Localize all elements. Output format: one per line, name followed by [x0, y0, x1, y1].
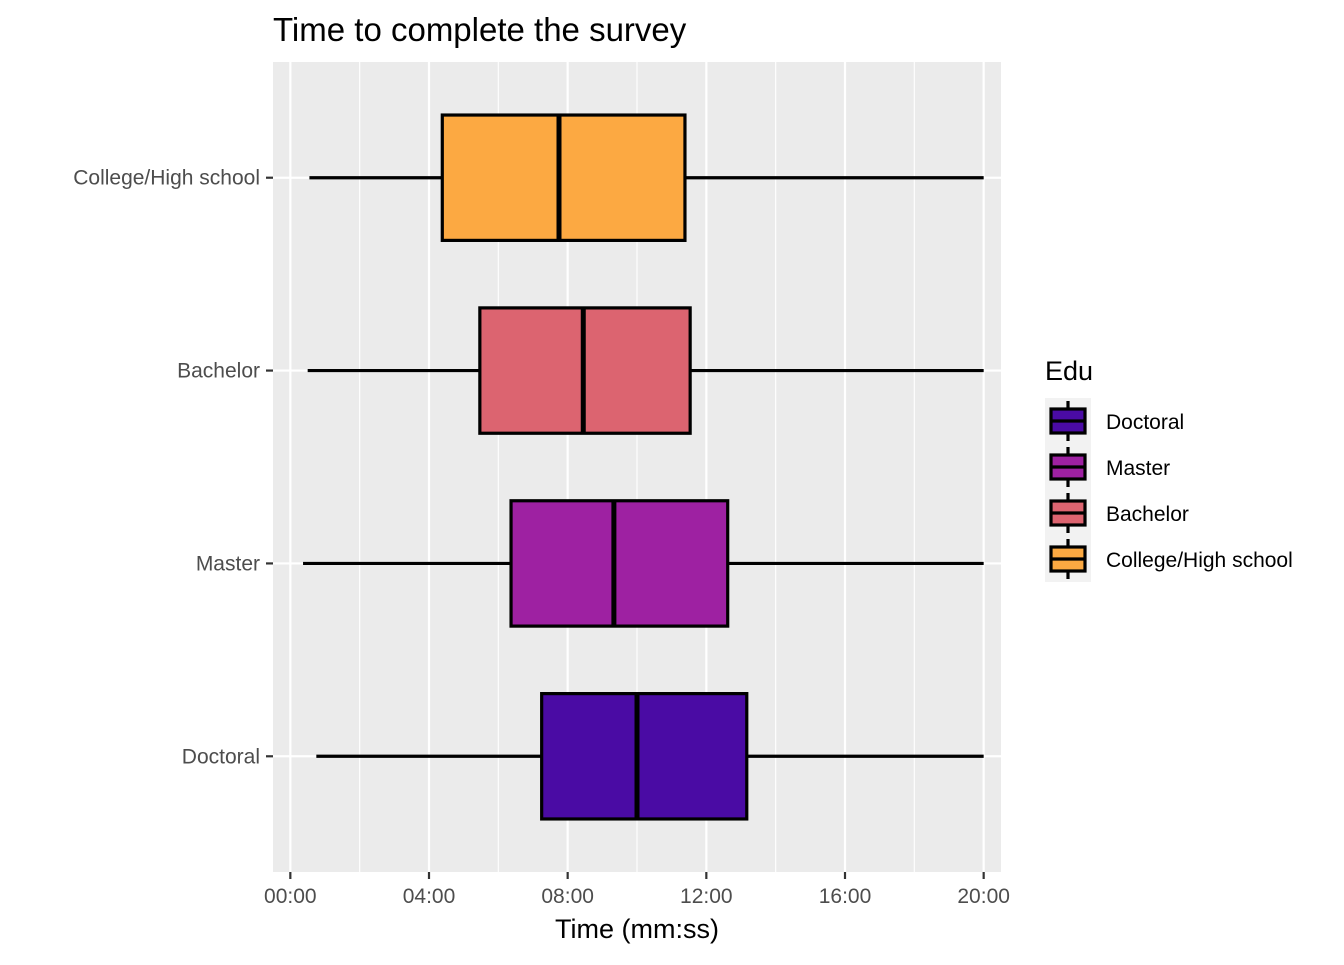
legend-label: Doctoral [1106, 411, 1184, 434]
x-tick-label: 00:00 [264, 885, 317, 908]
x-tick-label: 20:00 [957, 885, 1010, 908]
legend-label: Bachelor [1106, 503, 1189, 526]
x-tick-label: 08:00 [541, 885, 594, 908]
box-group-master [303, 499, 984, 628]
legend-label: Master [1106, 457, 1170, 480]
legend-title: Edu [1045, 356, 1093, 386]
y-tick-label: Doctoral [182, 745, 260, 768]
x-tick-label: 04:00 [403, 885, 456, 908]
legend-item: Master [1045, 444, 1170, 490]
legend-item: College/High school [1045, 536, 1293, 582]
x-tick-label: 16:00 [819, 885, 872, 908]
legend-item: Bachelor [1045, 490, 1189, 536]
box-layer [303, 113, 984, 821]
box-group-doctoral [316, 692, 984, 821]
legend-label: College/High school [1106, 549, 1293, 572]
axis-layer: Doctoral Master Bachelor College/High schoo… [73, 167, 1010, 908]
box-iqr [540, 692, 749, 821]
legend-item: Doctoral [1045, 398, 1184, 444]
box-group-bachelor [307, 306, 984, 435]
legend: Edu Doctoral Master Bachelor College/High s… [1045, 356, 1293, 582]
box-group-college-high-school [309, 113, 984, 242]
y-tick-label: Bachelor [177, 360, 260, 383]
x-axis-title: Time (mm:ss) [555, 914, 719, 944]
y-tick-label: College/High school [73, 167, 260, 190]
y-tick-label: Master [196, 552, 260, 575]
box-iqr [440, 113, 687, 242]
x-tick-label: 12:00 [680, 885, 733, 908]
chart-title: Time to complete the survey [273, 11, 687, 48]
box-iqr [509, 499, 730, 628]
